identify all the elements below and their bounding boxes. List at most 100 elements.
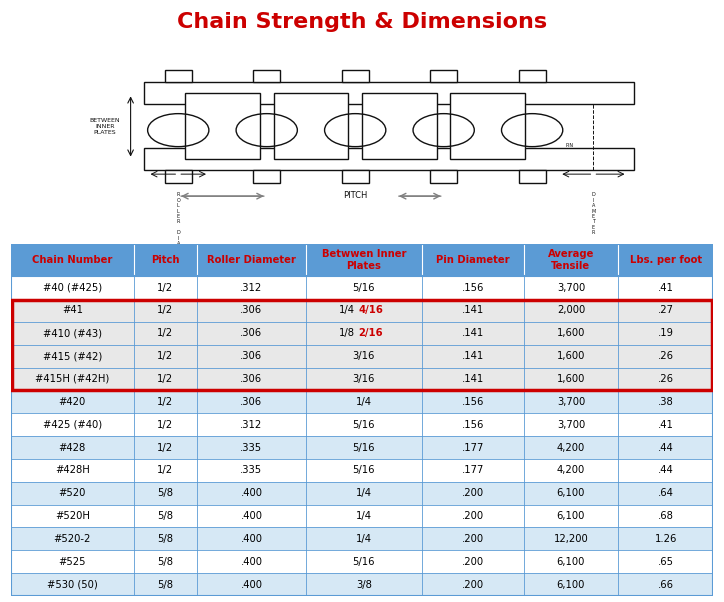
Text: 5/16: 5/16 [353, 557, 375, 566]
Text: 3,700: 3,700 [557, 420, 585, 430]
Text: #425 (#40): #425 (#40) [43, 420, 102, 430]
Bar [11, 322, 713, 345]
Text: 6,100: 6,100 [557, 557, 585, 566]
Text: Betwwen Inner
Plates: Betwwen Inner Plates [321, 249, 406, 271]
Text: .200: .200 [461, 511, 484, 521]
Text: .306: .306 [240, 351, 263, 361]
Text: #520-2: #520-2 [54, 534, 91, 544]
Text: 4/16: 4/16 [358, 305, 383, 315]
Text: .200: .200 [461, 557, 484, 566]
Bar [430, 170, 458, 183]
Text: 5/8: 5/8 [157, 511, 173, 521]
Bar [342, 70, 369, 82]
Bar [11, 482, 713, 504]
Text: .19: .19 [657, 328, 674, 338]
Text: D
I
A
M
E
T
E
R: D I A M E T E R [592, 193, 596, 235]
Bar [11, 413, 713, 436]
Text: #41: #41 [62, 305, 83, 315]
Text: 12,200: 12,200 [554, 534, 589, 544]
Text: PITCH: PITCH [343, 191, 367, 200]
Text: .65: .65 [657, 557, 674, 566]
Text: Chain Strength & Dimensions: Chain Strength & Dimensions [177, 11, 547, 31]
Text: 1,600: 1,600 [557, 351, 585, 361]
Text: 2,000: 2,000 [557, 305, 585, 315]
Text: .38: .38 [658, 397, 673, 407]
Text: .26: .26 [657, 351, 674, 361]
Text: 6,100: 6,100 [557, 488, 585, 498]
Text: 3/16: 3/16 [353, 351, 375, 361]
Text: #428H: #428H [55, 465, 90, 476]
Text: .141: .141 [461, 305, 484, 315]
Text: 3,700: 3,700 [557, 397, 585, 407]
Text: .200: .200 [461, 580, 484, 589]
Bar [11, 299, 713, 322]
Bar [253, 70, 280, 82]
Text: .312: .312 [240, 420, 263, 430]
Text: .400: .400 [240, 511, 262, 521]
Text: .141: .141 [461, 351, 484, 361]
Text: 5/8: 5/8 [157, 534, 173, 544]
Text: 5/8: 5/8 [157, 580, 173, 589]
Bar [253, 170, 280, 183]
Text: 1/2: 1/2 [157, 374, 174, 384]
Text: #520H: #520H [55, 511, 90, 521]
Text: .141: .141 [461, 374, 484, 384]
Text: 1/4: 1/4 [355, 534, 371, 544]
Bar [11, 368, 713, 391]
Text: Pitch: Pitch [151, 255, 180, 265]
Text: 3/16: 3/16 [353, 374, 375, 384]
Bar [518, 70, 546, 82]
Text: R
O
L
L
E
R
 
D
I
A
M
E
T
E
R: R O L L E R D I A M E T E R [176, 193, 180, 273]
Bar [362, 93, 437, 160]
Text: Roller Diameter: Roller Diameter [207, 255, 296, 265]
Bar [11, 573, 713, 596]
Text: 2/16: 2/16 [358, 328, 383, 338]
Bar [518, 170, 546, 183]
Bar [11, 504, 713, 527]
Text: .26: .26 [657, 374, 674, 384]
Text: 1/4: 1/4 [355, 397, 371, 407]
Text: 5/8: 5/8 [157, 488, 173, 498]
Text: Pin Diameter: Pin Diameter [436, 255, 510, 265]
Bar [11, 345, 713, 368]
Text: .156: .156 [461, 397, 484, 407]
Text: 5/16: 5/16 [353, 282, 375, 293]
Text: .335: .335 [240, 442, 263, 453]
Text: .312: .312 [240, 282, 263, 293]
Text: 3/8: 3/8 [355, 580, 371, 589]
Text: 1/4: 1/4 [355, 488, 371, 498]
Text: 3,700: 3,700 [557, 282, 585, 293]
Text: .306: .306 [240, 374, 263, 384]
Bar [11, 391, 713, 413]
Bar [185, 93, 260, 160]
Bar [450, 93, 526, 160]
Text: .44: .44 [658, 465, 673, 476]
Text: #525: #525 [59, 557, 86, 566]
Text: .177: .177 [461, 442, 484, 453]
Text: #520: #520 [59, 488, 86, 498]
Text: .44: .44 [658, 442, 673, 453]
Text: 1/2: 1/2 [157, 305, 174, 315]
Bar [11, 550, 713, 573]
Text: .335: .335 [240, 465, 263, 476]
Text: PIN: PIN [565, 143, 573, 149]
Text: 5/8: 5/8 [157, 557, 173, 566]
Text: 4,200: 4,200 [557, 442, 585, 453]
Text: .400: .400 [240, 580, 262, 589]
Text: .177: .177 [461, 465, 484, 476]
Text: .400: .400 [240, 488, 262, 498]
Text: 1.26: 1.26 [654, 534, 677, 544]
Text: Lbs. per foot: Lbs. per foot [630, 255, 702, 265]
Text: .200: .200 [461, 488, 484, 498]
Text: .41: .41 [658, 420, 673, 430]
Text: .156: .156 [461, 420, 484, 430]
Bar [11, 527, 713, 550]
Bar [144, 82, 634, 105]
Bar [11, 436, 713, 459]
Text: .400: .400 [240, 534, 262, 544]
Text: 1/2: 1/2 [157, 328, 174, 338]
Text: .306: .306 [240, 305, 263, 315]
Text: .141: .141 [461, 328, 484, 338]
Bar [164, 70, 192, 82]
Text: 6,100: 6,100 [557, 580, 585, 589]
